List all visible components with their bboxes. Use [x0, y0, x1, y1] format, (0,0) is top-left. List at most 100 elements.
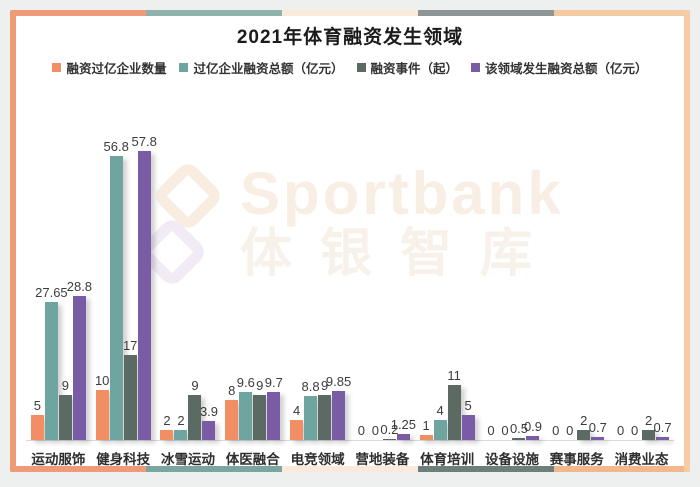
- bar-group: 5 27.65 9 28.8: [26, 121, 93, 440]
- bar: [202, 420, 216, 440]
- frame-segment: [418, 466, 554, 472]
- bar: [95, 390, 109, 440]
- bar: [109, 156, 123, 440]
- frame-segment: [554, 10, 690, 16]
- x-axis-category-label: 体育培训: [420, 452, 475, 467]
- x-axis-category-label: 健身科技: [96, 452, 151, 467]
- bar: [656, 436, 670, 440]
- legend-label: 融资过亿企业数量: [66, 62, 167, 76]
- bar-group: 8 9.6 9 9.7: [220, 121, 285, 440]
- bar: [591, 436, 605, 440]
- bar-value-label: 5: [464, 398, 472, 413]
- bar-value-label: 56.8: [103, 139, 129, 154]
- frame-segment: [554, 466, 690, 472]
- bar-value-label: 9: [256, 378, 264, 393]
- bar: [396, 433, 410, 440]
- bar-value-label: 5: [33, 398, 41, 413]
- bar-column: 9: [253, 121, 267, 440]
- frame-segment: [10, 10, 146, 16]
- bar-value-label: 0: [616, 423, 625, 438]
- bar-value-label: 0: [630, 423, 639, 438]
- legend-item: 过亿企业融资总额（亿元）: [179, 58, 344, 77]
- bar-group: 0 0 0.5 0.9: [480, 121, 545, 440]
- bar-column: 0: [498, 121, 511, 440]
- bar: [58, 395, 72, 440]
- bar-group: 0 0 0.2 1.25: [350, 121, 416, 440]
- bar-column: 4: [433, 121, 447, 440]
- legend-item: 融资事件（起）: [356, 58, 459, 77]
- x-axis-category-label: 体医融合: [225, 452, 280, 467]
- bar-value-label: 10: [94, 373, 110, 388]
- bar-value-label: 2: [644, 413, 653, 428]
- x-axis-category-label: 赛事服务: [549, 452, 604, 467]
- bar-column: 0: [614, 121, 627, 440]
- bar-plot-area: 5 27.65 9 28.8 10 56.8 17 57.8 2 2 9 3.9 8 9.6 9 9.7 4 8.…: [26, 121, 674, 441]
- bar-value-label: 2: [177, 413, 185, 428]
- bar-column: 2: [577, 121, 591, 440]
- bar-value-label: 9: [191, 378, 199, 393]
- bar-value-label: 9.85: [325, 373, 352, 389]
- bar-column: 9: [188, 121, 202, 440]
- bar-column: 1.25: [391, 121, 416, 440]
- bar-group: 0 0 2 0.7: [544, 121, 609, 440]
- bar: [382, 439, 396, 440]
- bar-column: 0: [484, 121, 497, 440]
- bar-value-label: 0: [357, 423, 365, 438]
- bar: [137, 151, 151, 440]
- frame-segment: [282, 10, 418, 16]
- bar-column: 17: [123, 121, 137, 440]
- bar-value-label: 0: [501, 423, 509, 438]
- frame-bottom-border: [10, 466, 690, 472]
- frame-top-border: [10, 10, 690, 16]
- frame-segment: [10, 466, 146, 472]
- bar: [332, 390, 346, 440]
- bar-column: 0: [563, 121, 576, 440]
- bar-column: 9: [58, 121, 72, 440]
- bar-column: 9: [318, 121, 332, 440]
- bar-value-label: 4: [292, 403, 301, 418]
- bar: [72, 296, 86, 440]
- bar-column: 0.5: [510, 121, 528, 440]
- bar-column: 9.85: [326, 121, 351, 440]
- bar-value-label: 9.6: [236, 375, 255, 390]
- bar-column: 3.9: [200, 121, 218, 440]
- bar-value-label: 8: [228, 383, 236, 398]
- bar: [318, 395, 332, 440]
- bar-column: 11: [447, 121, 461, 440]
- bar: [239, 392, 253, 440]
- legend-label: 融资事件（起）: [370, 62, 459, 76]
- bar-column: 0: [369, 121, 382, 440]
- bar: [188, 395, 202, 440]
- frame-segment: [146, 466, 282, 472]
- bar-value-label: 11: [447, 368, 461, 383]
- bar-value-label: 2: [163, 413, 171, 428]
- x-axis-category-label: 营地装备: [355, 452, 410, 467]
- bar-column: 5: [30, 121, 44, 440]
- x-axis-category-label: 运动服饰: [31, 452, 86, 467]
- legend-swatch-icon: [471, 63, 481, 72]
- bar-group: 1 4 11 5: [415, 121, 480, 440]
- bar-value-label: 0.7: [653, 419, 672, 435]
- legend-item: 融资过亿企业数量: [52, 58, 166, 77]
- bar-value-label: 9.7: [264, 374, 283, 390]
- bar: [642, 430, 656, 440]
- bar-column: 2: [642, 121, 656, 440]
- bar-value-label: 9: [320, 378, 329, 393]
- bar-column: 9.6: [236, 121, 255, 440]
- bar-value-label: 28.8: [66, 279, 93, 294]
- bar-column: 8.8: [301, 121, 320, 440]
- bar-column: 2: [174, 121, 188, 440]
- bar-column: 10: [94, 121, 110, 440]
- bar-column: 0.2: [380, 121, 398, 440]
- legend-label: 该领域发生融资总额（亿元）: [485, 62, 648, 76]
- bar-group: 2 2 9 3.9: [156, 121, 221, 440]
- legend-swatch-icon: [52, 63, 62, 72]
- bar-value-label: 0.7: [588, 419, 607, 435]
- bar-value-label: 1.25: [390, 416, 417, 432]
- bar: [44, 301, 58, 440]
- bar-value-label: 0: [487, 423, 495, 438]
- bar-value-label: 0.9: [523, 418, 543, 434]
- bar-column: 56.8: [104, 121, 129, 440]
- bar-value-label: 8.8: [301, 379, 320, 394]
- bar-value-label: 0: [552, 423, 560, 438]
